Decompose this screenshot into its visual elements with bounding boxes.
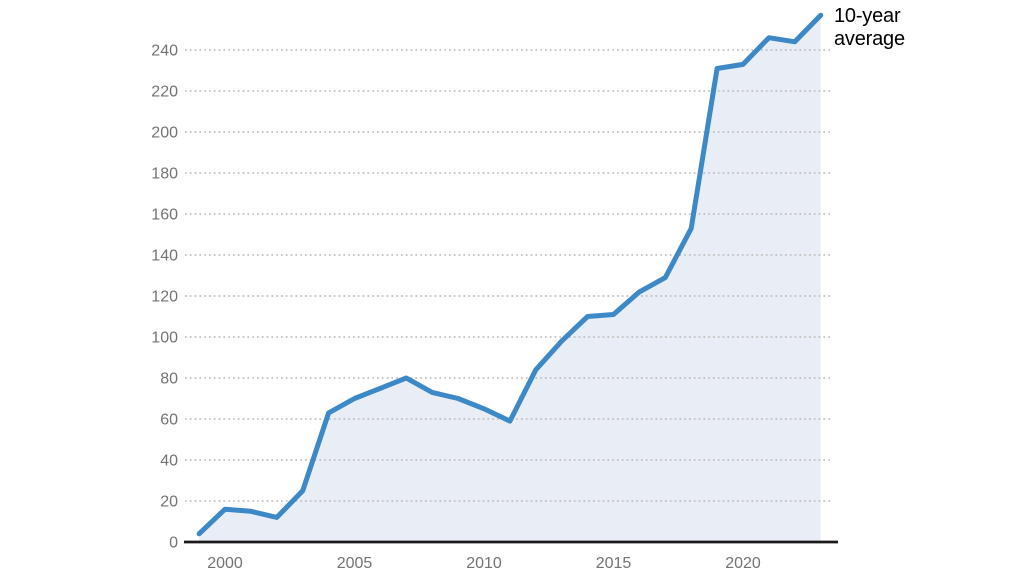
x-tick-label: 2010	[466, 555, 502, 572]
y-tick-label: 220	[151, 84, 178, 101]
y-tick-label: 20	[160, 494, 178, 511]
series-annotation-label: 10-year average	[834, 5, 905, 50]
x-tick-label: 2020	[725, 555, 761, 572]
y-tick-label: 0	[169, 535, 178, 552]
y-tick-label: 100	[151, 330, 178, 347]
x-tick-label: 2015	[596, 555, 632, 572]
y-tick-label: 140	[151, 248, 178, 265]
y-tick-label: 240	[151, 43, 178, 60]
area-fill	[199, 15, 821, 542]
y-tick-label: 120	[151, 289, 178, 306]
y-tick-label: 180	[151, 166, 178, 183]
y-tick-label: 200	[151, 125, 178, 142]
data-line	[196, 12, 824, 537]
x-tick-label: 2005	[337, 555, 373, 572]
y-tick-label: 60	[160, 412, 178, 429]
y-tick-label: 40	[160, 453, 178, 470]
y-tick-label: 160	[151, 207, 178, 224]
x-tick-label: 2000	[207, 555, 243, 572]
y-tick-label: 80	[160, 371, 178, 388]
